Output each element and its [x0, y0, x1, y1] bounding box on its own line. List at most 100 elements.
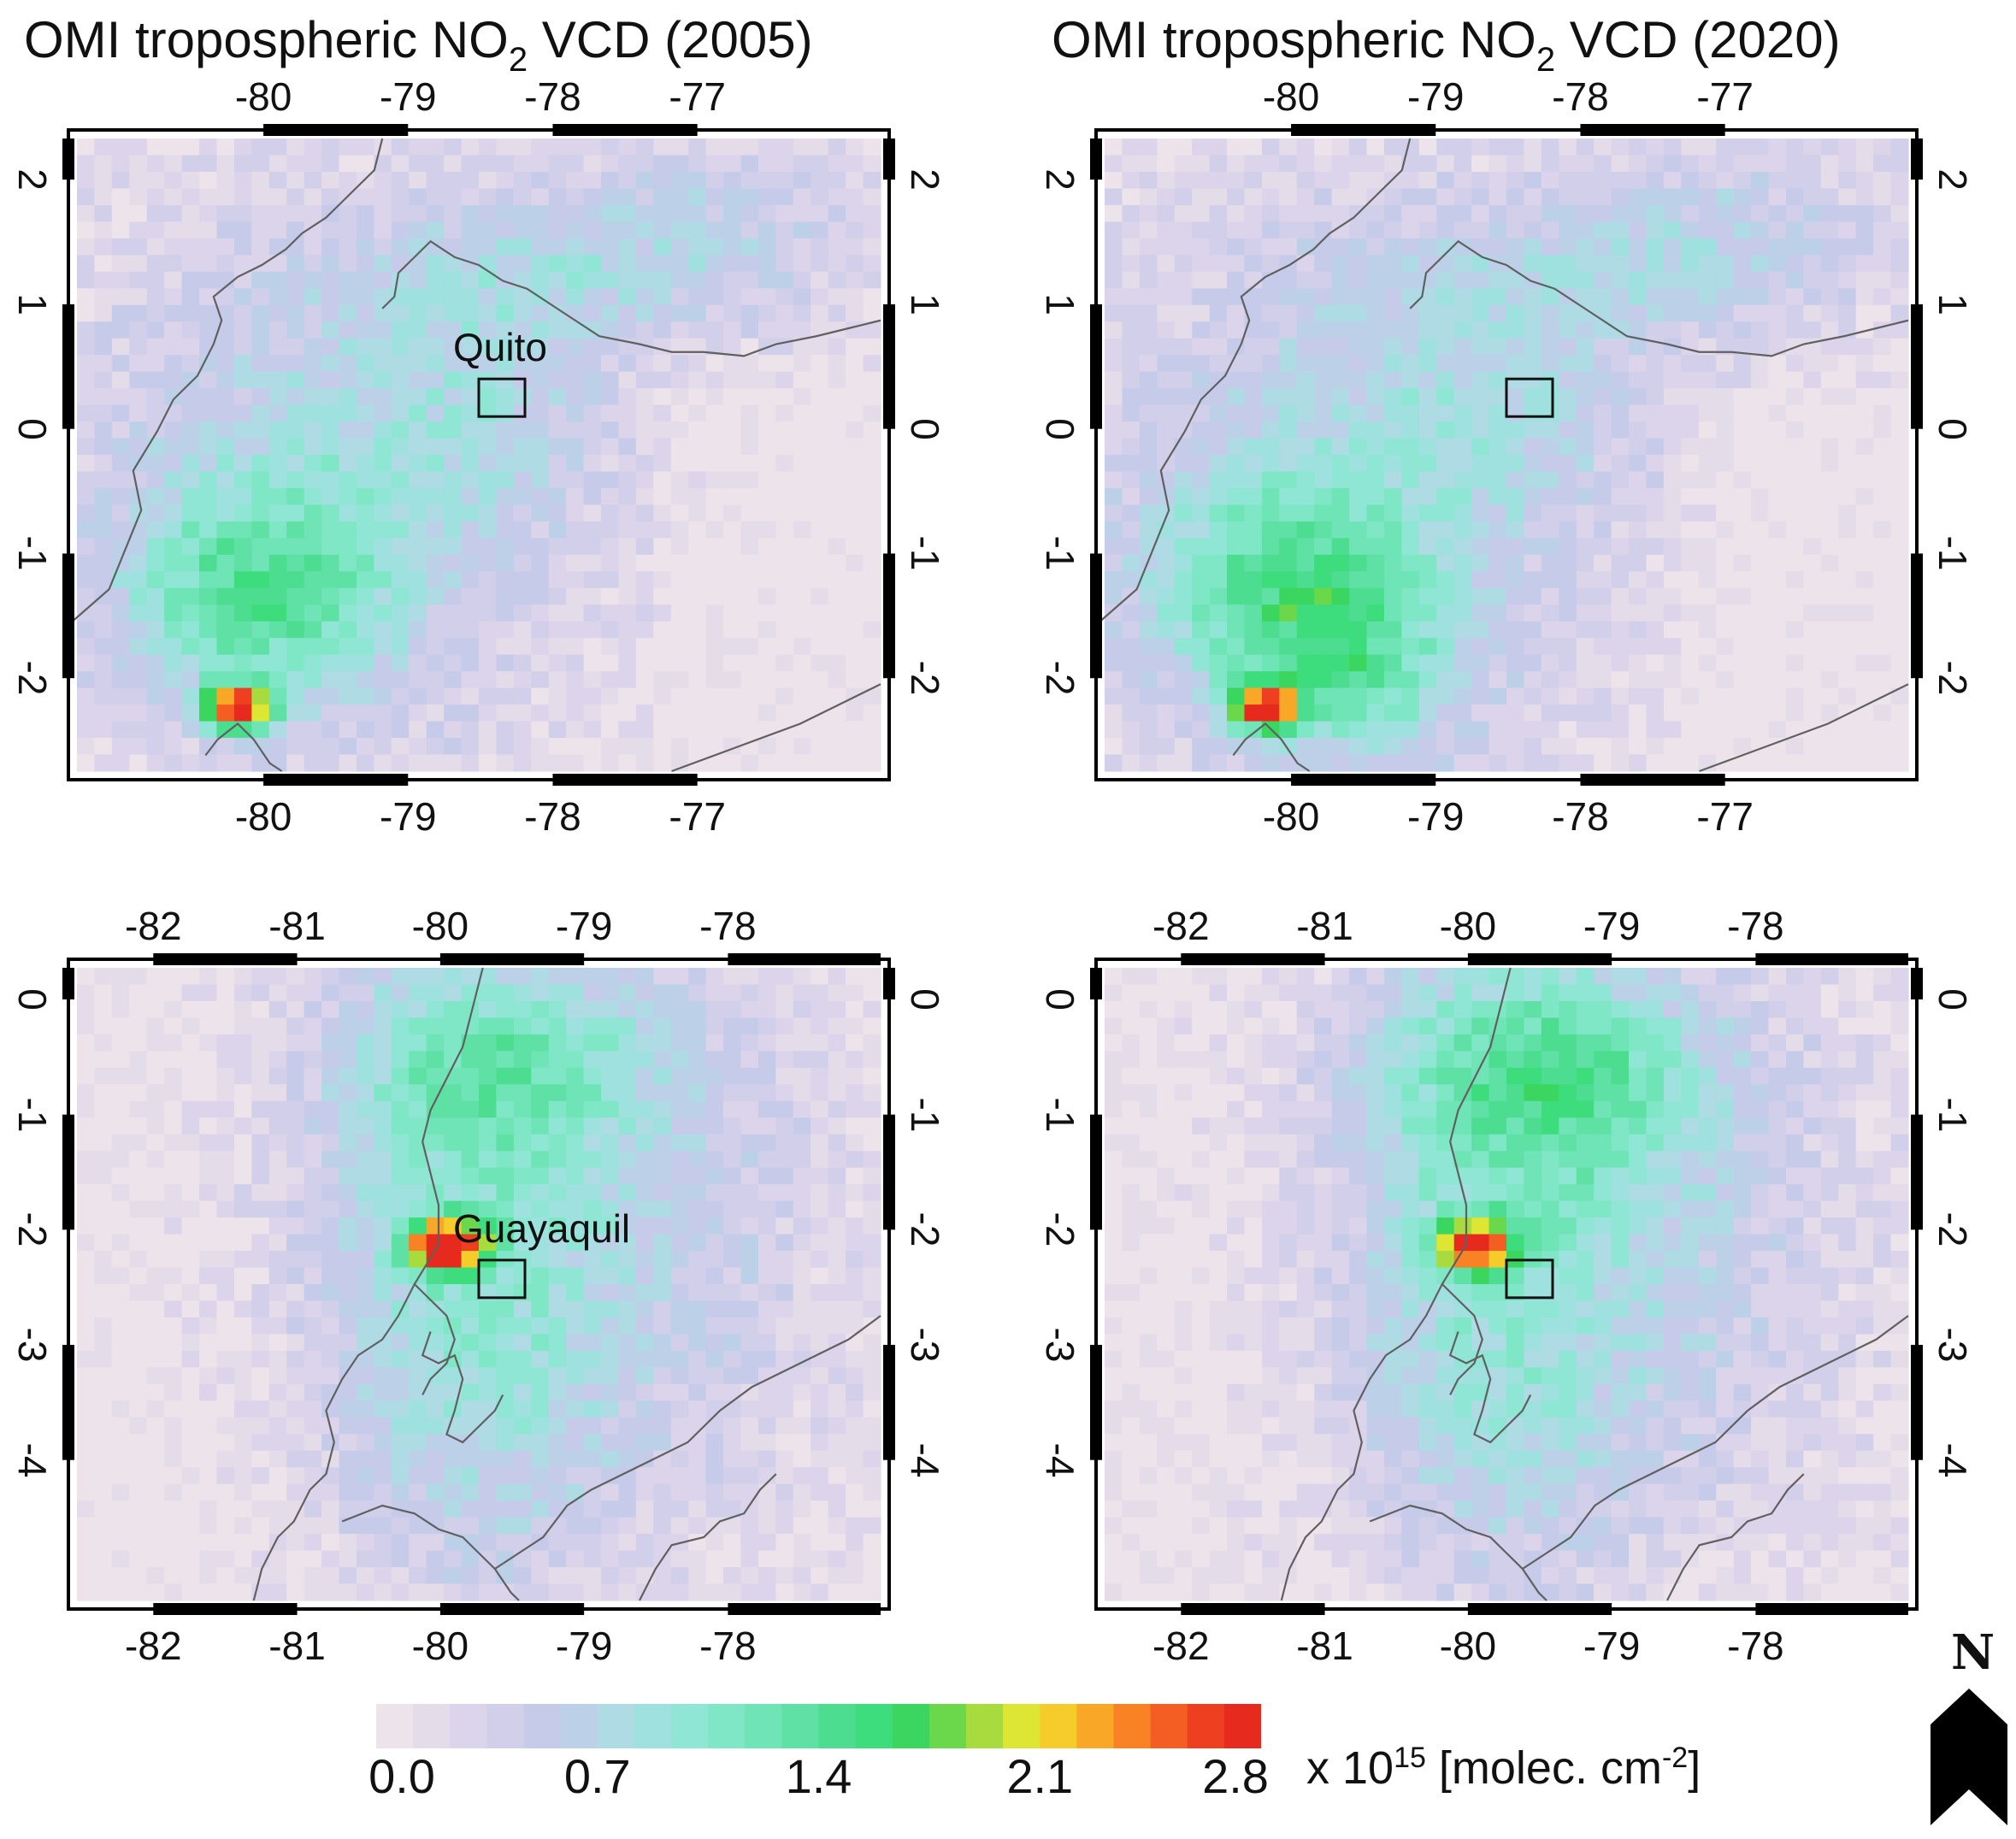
no2-cell — [1751, 587, 1770, 605]
no2-cell — [164, 1467, 183, 1485]
no2-cell — [77, 1117, 96, 1135]
no2-cell — [705, 155, 724, 173]
no2-cell — [1331, 355, 1350, 373]
no2-cell — [531, 654, 550, 672]
no2-cell — [1594, 571, 1612, 589]
no2-cell — [444, 1051, 463, 1069]
no2-cell — [199, 321, 218, 339]
no2-cell — [1594, 471, 1612, 489]
no2-cell — [409, 1317, 427, 1335]
no2-cell — [601, 188, 620, 206]
no2-cell — [601, 1051, 620, 1069]
no2-cell — [863, 1317, 881, 1335]
no2-cell — [129, 1350, 148, 1368]
no2-cell — [1506, 204, 1525, 222]
no2-cell — [391, 538, 410, 556]
no2-cell — [1873, 188, 1892, 206]
no2-cell — [479, 1267, 498, 1285]
no2-cell — [1681, 371, 1700, 389]
no2-cell — [1820, 738, 1839, 756]
no2-cell — [1576, 355, 1595, 373]
no2-cell — [199, 1034, 218, 1052]
no2-cell — [653, 371, 672, 389]
no2-cell — [757, 1100, 776, 1118]
no2-cell — [77, 968, 96, 986]
no2-cell — [1331, 421, 1350, 439]
no2-cell — [1436, 587, 1455, 605]
no2-cell — [129, 1417, 148, 1435]
no2-cell — [216, 338, 235, 356]
no2-cell — [251, 388, 270, 406]
no2-cell — [1785, 421, 1804, 439]
no2-cell — [1453, 721, 1472, 739]
frame-segment — [1090, 553, 1102, 679]
no2-cell — [339, 604, 357, 622]
no2-cell — [444, 1200, 463, 1218]
no2-cell — [251, 221, 270, 239]
no2-cell — [1105, 455, 1123, 473]
no2-cell — [863, 155, 881, 173]
no2-cell — [233, 1317, 252, 1335]
no2-cell — [513, 1184, 532, 1202]
no2-cell — [111, 421, 130, 439]
no2-cell — [566, 604, 585, 622]
no2-cell — [1471, 487, 1490, 506]
no2-cell — [1611, 738, 1630, 756]
no2-cell — [146, 604, 165, 622]
frame-segment — [263, 124, 409, 136]
no2-cell — [1855, 571, 1874, 589]
no2-cell — [1855, 654, 1874, 672]
no2-cell — [653, 338, 672, 356]
no2-cell — [583, 521, 602, 539]
no2-cell — [531, 1267, 550, 1285]
no2-cell — [496, 355, 515, 373]
no2-cell — [233, 1217, 252, 1235]
no2-cell — [846, 538, 864, 556]
no2-cell — [374, 604, 392, 622]
no2-cell — [1611, 704, 1630, 722]
no2-cell — [1366, 738, 1385, 756]
no2-cell — [1227, 538, 1246, 556]
no2-cell — [740, 571, 759, 589]
no2-cell — [618, 1284, 637, 1302]
no2-cell — [1209, 638, 1228, 656]
no2-cell — [548, 155, 567, 173]
no2-cell — [251, 1000, 270, 1019]
no2-cell — [531, 271, 550, 289]
no2-cell — [705, 438, 724, 456]
no2-cell — [1559, 654, 1577, 672]
no2-cell — [775, 1251, 794, 1269]
no2-cell — [146, 638, 165, 656]
no2-cell — [1418, 671, 1437, 689]
no2-cell — [181, 638, 200, 656]
no2-cell — [601, 1200, 620, 1218]
no2-cell — [635, 1100, 654, 1118]
no2-cell — [1349, 654, 1368, 672]
no2-cell — [164, 1417, 183, 1435]
no2-cell — [531, 1084, 550, 1102]
no2-cell — [775, 371, 794, 389]
no2-cell — [339, 1184, 357, 1202]
no2-cell — [356, 288, 374, 306]
no2-cell — [1768, 288, 1787, 306]
no2-cell — [409, 438, 427, 456]
no2-cell — [653, 1284, 672, 1302]
no2-cell — [444, 1117, 463, 1135]
no2-cell — [146, 1167, 165, 1185]
no2-cell — [1436, 704, 1455, 722]
no2-cell — [374, 321, 392, 339]
no2-cell — [1541, 288, 1559, 306]
no2-cell — [1261, 255, 1280, 273]
no2-cell — [793, 968, 811, 986]
no2-cell — [286, 704, 305, 722]
no2-cell — [670, 554, 689, 572]
no2-cell — [304, 538, 322, 556]
no2-cell — [1541, 471, 1559, 489]
no2-cell — [548, 1300, 567, 1318]
no2-cell — [1331, 321, 1350, 339]
no2-cell — [164, 1167, 183, 1185]
no2-cell — [757, 1117, 776, 1135]
no2-cell — [1383, 704, 1402, 722]
no2-cell — [181, 654, 200, 672]
no2-cell — [1383, 587, 1402, 605]
